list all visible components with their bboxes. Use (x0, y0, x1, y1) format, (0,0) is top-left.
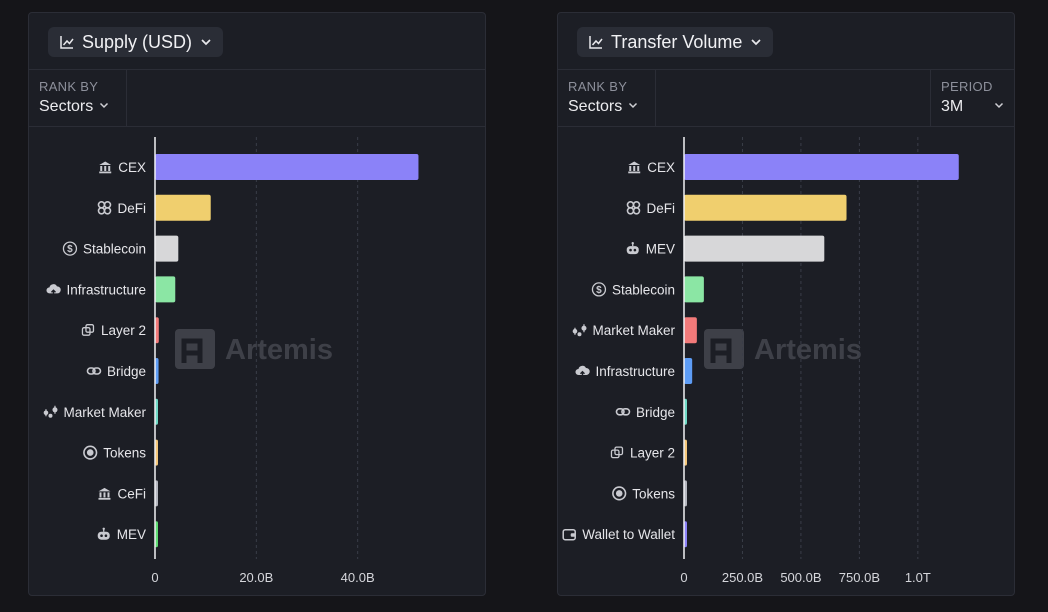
category-label: Wallet to Wallet (582, 527, 675, 542)
chevron-down-icon (749, 35, 763, 49)
rank-by-value: Sectors (568, 98, 623, 115)
x-tick-label: 0 (151, 570, 158, 585)
line-chart-icon (588, 34, 604, 50)
transfer-volume-bar-chart: Artemis 0 250.0B 500.0B 750.0B 1.0T CEX DeFi MEV… (562, 137, 959, 585)
rank-by-select[interactable]: Sectors (568, 98, 639, 116)
category-label: Bridge (107, 364, 146, 379)
link-icon (86, 367, 102, 375)
category-label: Infrastructure (595, 364, 675, 379)
panel-title: Transfer Volume (611, 31, 743, 52)
bank-icon (99, 161, 112, 174)
token-icon (612, 486, 627, 501)
controls-bar: RANK BY Sectors PERIOD 3M (558, 69, 1014, 127)
category-label: Stablecoin (612, 282, 675, 297)
bar[interactable] (155, 154, 419, 180)
watermark-text: Artemis (754, 334, 862, 366)
period-select[interactable]: 3M (941, 98, 1005, 116)
bar[interactable] (684, 154, 959, 180)
market-maker-icon (43, 405, 58, 418)
x-tick-label: 40.0B (341, 570, 375, 585)
link-icon (615, 407, 631, 416)
chevron-down-icon (993, 98, 1005, 116)
period-dropdown[interactable]: PERIOD 3M (930, 70, 1014, 126)
category-label: Tokens (632, 486, 675, 501)
svg-text:$: $ (596, 285, 602, 296)
rank-by-label: RANK BY (568, 79, 628, 94)
bar[interactable] (684, 235, 825, 262)
bar[interactable] (155, 317, 159, 344)
category-label: CEX (118, 160, 146, 175)
bar[interactable] (684, 194, 847, 221)
svg-text:$: $ (67, 244, 73, 255)
transfer-volume-panel: Transfer Volume RANK BY Sectors PERIOD 3… (557, 12, 1015, 596)
x-tick-label: 1.0T (905, 570, 931, 585)
category-label: DeFi (646, 201, 675, 216)
dollar-coin-icon: $ (591, 282, 607, 297)
category-label: Layer 2 (101, 323, 146, 338)
controls-bar: RANK BY Sectors (29, 69, 485, 127)
watermark-text: Artemis (225, 334, 333, 366)
rank-by-dropdown[interactable]: RANK BY Sectors (558, 70, 656, 126)
category-label: MEV (646, 242, 675, 257)
category-label: CeFi (117, 486, 146, 501)
market-maker-icon (572, 324, 587, 337)
bar[interactable] (155, 194, 211, 221)
chevron-down-icon (627, 98, 639, 116)
layers-icon (81, 324, 95, 336)
bar[interactable] (155, 276, 176, 303)
bar[interactable] (155, 358, 159, 384)
artemis-watermark: Artemis (704, 329, 862, 369)
category-label: Stablecoin (83, 242, 146, 257)
category-label: Bridge (636, 405, 675, 420)
x-tick-label: 500.0B (780, 570, 821, 585)
category-label: MEV (117, 527, 146, 542)
rank-by-value: Sectors (39, 98, 94, 115)
panel-title: Supply (USD) (82, 31, 193, 52)
category-label: Infrastructure (66, 282, 146, 297)
bank-icon (628, 161, 641, 174)
bank-icon (98, 487, 111, 500)
x-tick-label: 750.0B (839, 570, 880, 585)
chevron-down-icon (199, 35, 213, 49)
bar[interactable] (684, 276, 704, 303)
robot-icon (626, 242, 639, 255)
defi-icon (97, 201, 112, 215)
x-tick-label: 0 (680, 570, 687, 585)
defi-icon (626, 201, 641, 215)
bar[interactable] (684, 317, 697, 344)
dollar-coin-icon: $ (62, 241, 78, 256)
period-label: PERIOD (941, 79, 993, 94)
chevron-down-icon (98, 98, 110, 116)
bar[interactable] (684, 358, 693, 384)
cloud-icon (46, 284, 61, 295)
metric-selector-transfer-volume[interactable]: Transfer Volume (577, 27, 774, 57)
category-label: Market Maker (592, 323, 675, 338)
artemis-watermark: Artemis (175, 329, 333, 369)
x-tick-label: 250.0B (722, 570, 763, 585)
category-label: Layer 2 (630, 446, 675, 461)
line-chart-icon (59, 34, 75, 50)
robot-icon (97, 527, 110, 540)
rank-by-dropdown[interactable]: RANK BY Sectors (29, 70, 127, 126)
cloud-icon (575, 365, 590, 377)
token-icon (83, 445, 98, 460)
metric-selector-supply[interactable]: Supply (USD) (48, 27, 224, 57)
supply-panel: Supply (USD) RANK BY Sectors Artemis 0 20.… (28, 12, 486, 596)
wallet-icon (562, 528, 576, 541)
category-label: Tokens (103, 446, 146, 461)
rank-by-select[interactable]: Sectors (39, 98, 110, 116)
layers-icon (610, 446, 624, 459)
category-label: Market Maker (63, 405, 146, 420)
period-value: 3M (941, 98, 964, 115)
rank-by-label: RANK BY (39, 79, 99, 94)
supply-bar-chart: Artemis 0 20.0B 40.0B CEX DeFi Stablecoin $ Infr… (43, 137, 419, 585)
bar[interactable] (155, 235, 179, 262)
x-tick-label: 20.0B (239, 570, 273, 585)
category-label: DeFi (117, 201, 146, 216)
category-label: CEX (647, 160, 675, 175)
